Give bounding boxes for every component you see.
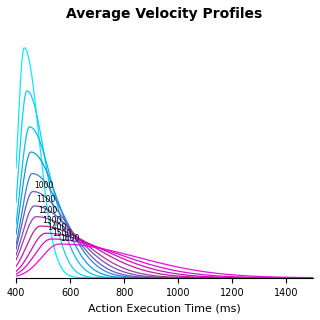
Text: 1400: 1400	[47, 223, 67, 232]
Text: 1100: 1100	[36, 196, 55, 204]
Text: 1200: 1200	[38, 206, 57, 215]
Text: 1600: 1600	[61, 234, 80, 243]
X-axis label: Action Execution Time (ms): Action Execution Time (ms)	[88, 303, 241, 313]
Text: 1000: 1000	[34, 181, 53, 190]
Title: Average Velocity Profiles: Average Velocity Profiles	[67, 7, 263, 21]
Text: 1300: 1300	[42, 216, 61, 225]
Text: 1500: 1500	[52, 228, 72, 237]
